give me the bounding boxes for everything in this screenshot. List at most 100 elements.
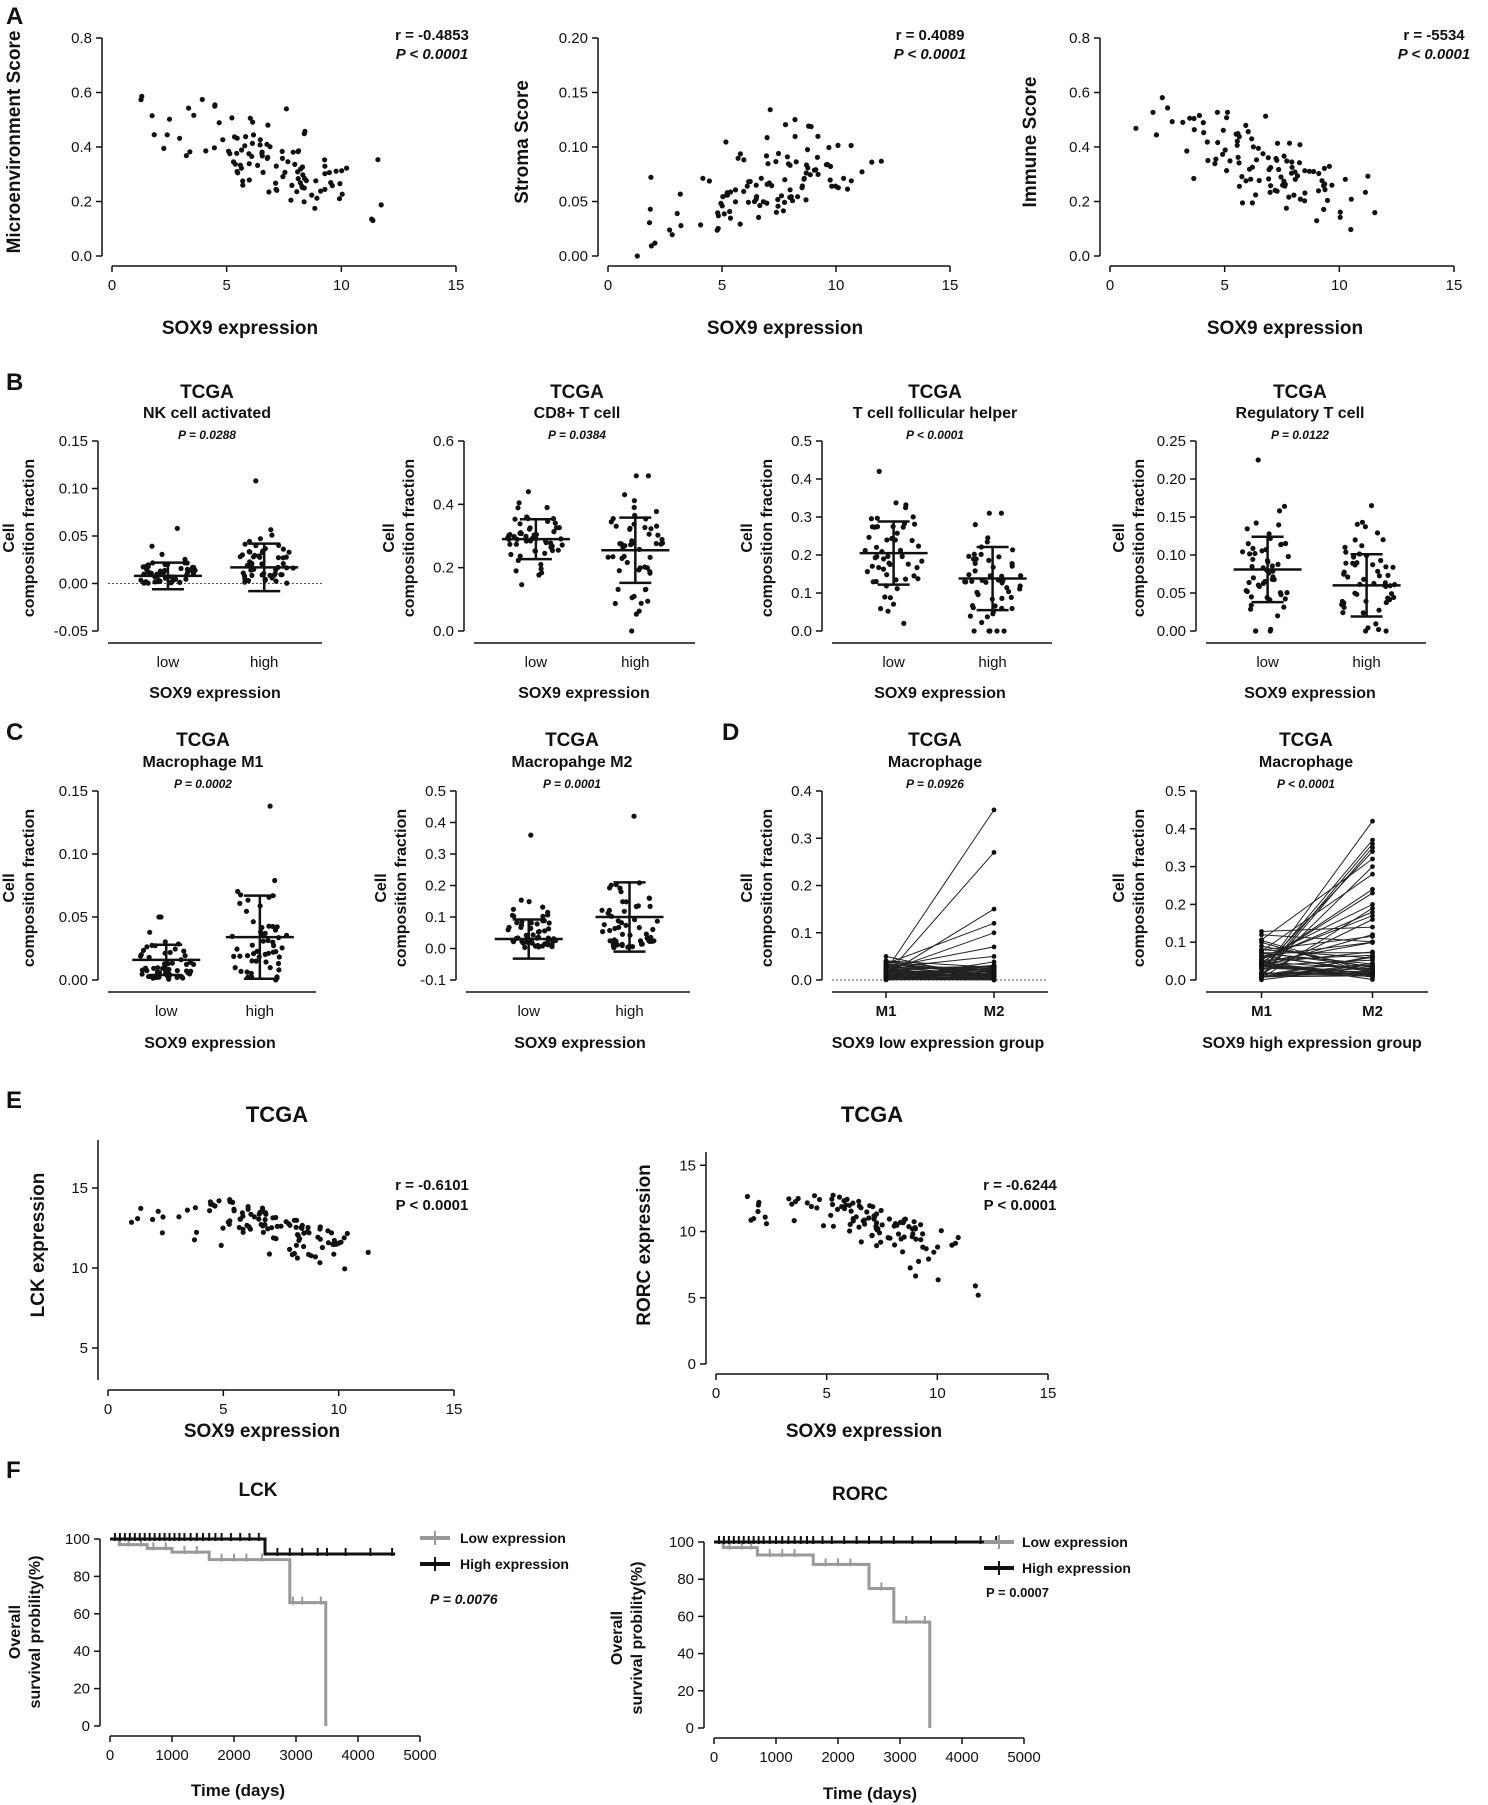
y-tick-label: 100 — [65, 1531, 90, 1548]
scatter-point — [1234, 142, 1240, 148]
y-tick-label: 0.4 — [1069, 139, 1090, 156]
data-dot — [242, 579, 248, 585]
data-dot — [505, 927, 511, 933]
scatter-point — [792, 117, 798, 123]
scatter-point — [806, 123, 812, 129]
scatter-point — [848, 142, 854, 149]
scatter-point — [805, 165, 811, 171]
scatter-point — [325, 1240, 331, 1246]
data-dot — [866, 534, 872, 540]
scatter-point — [864, 1209, 870, 1215]
data-dot — [1278, 592, 1284, 598]
scatter-point — [669, 232, 675, 238]
pair-point-m2 — [1370, 902, 1375, 907]
data-dot — [862, 547, 868, 554]
scatter-point — [191, 112, 197, 118]
data-dot — [1269, 576, 1275, 583]
data-dot — [540, 913, 546, 920]
data-dot — [1276, 508, 1283, 514]
scatter-point — [1220, 151, 1226, 157]
pair-point-m2 — [1370, 917, 1375, 922]
plot-title: TCGA — [908, 382, 962, 403]
data-dot — [1340, 610, 1346, 616]
scatter-point — [266, 189, 272, 195]
paired-macrophage-high-group: TCGA Macrophage P < 0.0001 0.00.10.20.30… — [1111, 730, 1428, 1052]
scatter-point — [297, 180, 303, 186]
y-tick-label: 0.4 — [425, 815, 446, 832]
scatter-point — [1200, 120, 1206, 126]
scatter-point — [760, 199, 767, 205]
plot-title: TCGA — [908, 730, 962, 751]
y-tick-label: 0.2 — [1069, 194, 1090, 211]
scatter-point — [279, 148, 285, 154]
data-dot — [885, 553, 891, 560]
data-dot — [979, 619, 985, 626]
y-tick-label: 0 — [688, 1356, 696, 1373]
scatter-point — [1274, 140, 1281, 146]
legend-label-low: Low expression — [1022, 1534, 1128, 1550]
p-value: P = 0.0926 — [906, 777, 964, 791]
pair-line — [1261, 940, 1373, 973]
y-tick-label: 0.8 — [71, 30, 92, 47]
data-dot — [985, 535, 991, 541]
scatter-point — [911, 1219, 917, 1225]
data-dot — [151, 965, 157, 971]
y-tick-label: 0.0 — [1165, 972, 1186, 989]
scatter-point — [782, 122, 789, 128]
data-dot — [894, 530, 900, 536]
scatter-point — [245, 1204, 251, 1210]
pair-point-m2 — [991, 954, 997, 959]
scatter-point — [183, 153, 189, 159]
scatter-point — [878, 1207, 884, 1214]
data-dot — [984, 614, 991, 620]
data-dot — [878, 606, 884, 612]
scatter-point — [291, 1250, 297, 1257]
data-dot — [167, 949, 173, 956]
pair-point-m2 — [1370, 940, 1375, 945]
data-dot — [1253, 628, 1259, 634]
y-tick-label: 0.25 — [1157, 433, 1186, 450]
data-dot — [637, 938, 644, 944]
pair-point-m2 — [1370, 837, 1375, 843]
scatter-point — [342, 1266, 348, 1272]
data-dot — [635, 903, 642, 909]
scatter-point — [294, 1217, 300, 1223]
data-dot — [1247, 551, 1253, 557]
data-dot — [552, 520, 558, 526]
x-tick-label: 2000 — [217, 1747, 250, 1764]
scatter-point — [193, 1229, 200, 1235]
data-dot — [1278, 541, 1284, 547]
scatter-microenvironment-score: 0.0 0.2 0.4 0.6 0.8 0 5 10 15 r = -0.4853 P < 0.… — [4, 27, 469, 339]
scatter-point — [1236, 160, 1242, 166]
scatter-point — [1236, 134, 1242, 140]
data-dot — [986, 557, 992, 564]
data-dot — [642, 564, 648, 570]
data-dot — [144, 944, 150, 950]
scatter-point — [677, 191, 683, 197]
data-dot — [184, 560, 190, 566]
x-tick-label: 3000 — [279, 1747, 312, 1764]
y-tick-label: 0.1 — [791, 585, 812, 602]
data-dot — [270, 939, 276, 945]
scatter-point — [301, 1230, 307, 1236]
x-axis-title: SOX9 expression — [1244, 685, 1376, 702]
scatter-point — [1321, 206, 1327, 212]
scatter-point — [898, 1236, 904, 1242]
scatter-point — [732, 187, 739, 193]
data-dot — [279, 945, 285, 951]
pair-line — [1261, 934, 1373, 943]
scatter-point — [846, 1202, 853, 1208]
p-value: P < 0.0001 — [396, 1197, 469, 1214]
pair-point-m2 — [991, 906, 997, 912]
pair-line — [885, 977, 995, 979]
data-dot — [647, 554, 653, 560]
data-dot — [1283, 540, 1289, 547]
dotplot-macrophage-m1: TCGA Macrophage M1 P = 0.0002 0.000.050.… — [1, 730, 316, 1052]
y-tick-label: 0.4 — [791, 471, 812, 488]
scatter-point — [1302, 190, 1308, 196]
scatter-point — [1133, 125, 1139, 131]
data-dot — [178, 565, 184, 572]
scatter-point — [1296, 160, 1303, 166]
scatter-stroma-score: 0.00 0.05 0.10 0.15 0.20 0 5 10 15 r = 0.4089 P … — [512, 27, 966, 339]
